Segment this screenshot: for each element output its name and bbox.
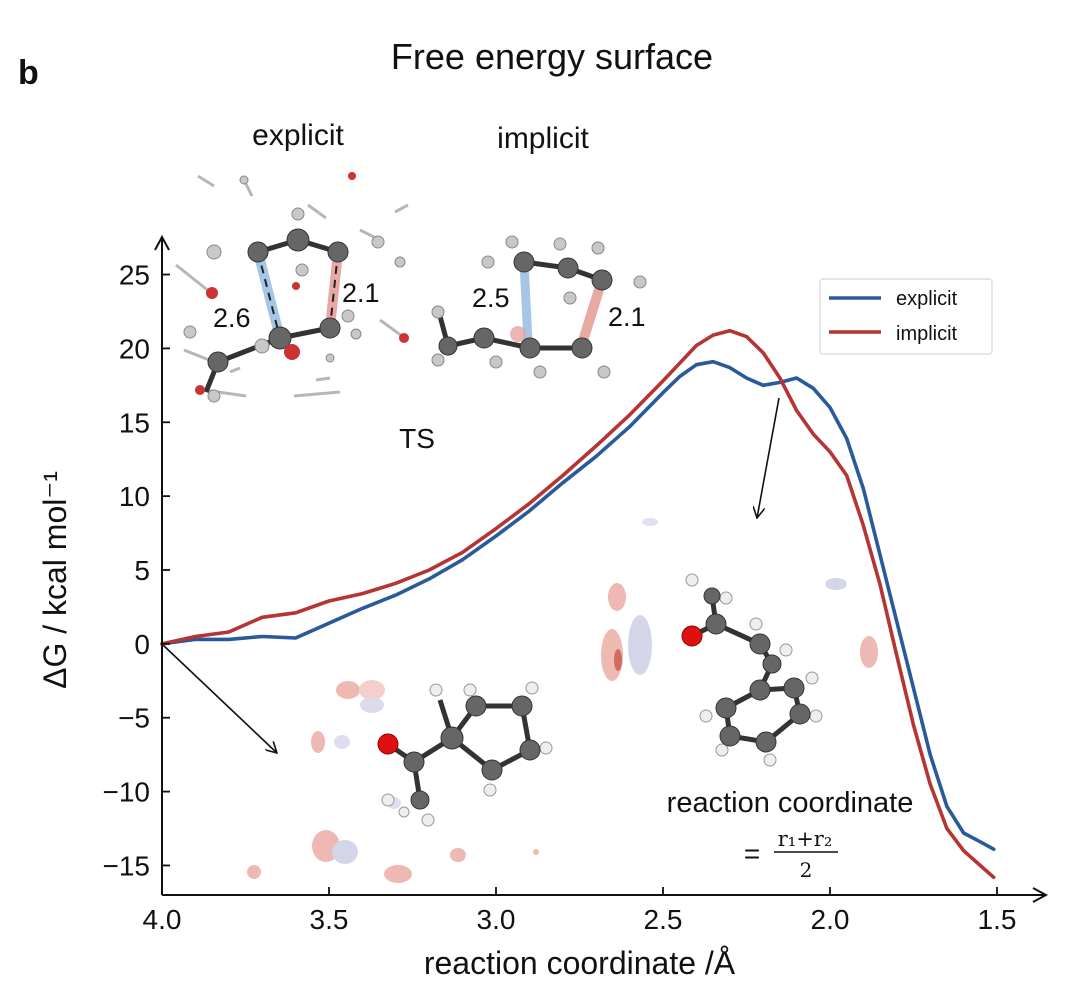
y-tick-label: −15 (103, 850, 151, 881)
legend-label-explicit: explicit (896, 288, 958, 310)
x-tick-label: 3.0 (477, 904, 516, 935)
x-tick-label: 4.0 (143, 904, 182, 935)
explicit-distance-r1: 2.6 (213, 303, 251, 333)
implicit-distance-r1: 2.5 (472, 283, 510, 313)
free-energy-chart: −15 −10 −5 0 5 10 15 20 25 4.0 3.5 3.0 2.5 2.0 1.5 reac… (37, 237, 1046, 981)
reaction-coordinate-formula: reaction coordinate = r₁+r₂ 2 (667, 787, 914, 882)
reactant-molecule (377, 681, 553, 827)
ts-label: TS (399, 423, 435, 454)
panel-label: b (18, 54, 39, 92)
implicit-distance-r2: 2.1 (608, 302, 646, 332)
y-tick-label: 10 (119, 481, 150, 512)
y-tick-label: 20 (119, 333, 150, 364)
y-axis-label: ΔG / kcal mol⁻¹ (37, 471, 73, 689)
product-arrow (757, 397, 780, 518)
formula-denominator: 2 (800, 858, 813, 882)
axes-layer: −15 −10 −5 0 5 10 15 20 25 4.0 3.5 3.0 2.5 2.0 1.5 reac… (37, 237, 1046, 981)
legend-label-implicit: implicit (896, 323, 958, 345)
explicit-distance-r2: 2.1 (342, 278, 380, 308)
series-line-implicit (160, 328, 996, 880)
isosurface-blobs (247, 518, 878, 883)
formula-equals: = (744, 838, 760, 869)
x-tick-label: 2.5 (644, 904, 683, 935)
y-tick-label: 25 (119, 260, 150, 291)
y-tick-label: 5 (134, 555, 150, 586)
y-tick-label: −10 (103, 777, 151, 808)
series-line-explicit (160, 359, 996, 851)
figure-title: Free energy surface (391, 36, 713, 77)
y-tick-label: −5 (118, 703, 150, 734)
y-tick-label: 0 (134, 629, 150, 660)
inset-label-implicit: implicit (497, 122, 589, 155)
x-tick-label: 3.5 (310, 904, 349, 935)
x-tick-label: 2.0 (811, 904, 850, 935)
implicit-ts-molecule-inset: 2.5 2.1 (431, 235, 647, 379)
formula-label: reaction coordinate (667, 787, 914, 819)
legend: explicit implicit (819, 278, 993, 355)
explicit-ts-molecule-inset: 2.6 2.1 (175, 172, 409, 403)
y-tick-label: 15 (119, 407, 150, 438)
reactant-arrow (162, 644, 277, 753)
x-axis-label: reaction coordinate /Å (424, 945, 736, 981)
series-layer (160, 328, 996, 880)
x-tick-label: 1.5 (978, 904, 1017, 935)
formula-numerator: r₁+r₂ (778, 827, 833, 851)
inset-label-explicit: explicit (252, 119, 344, 152)
product-molecule (681, 573, 823, 767)
